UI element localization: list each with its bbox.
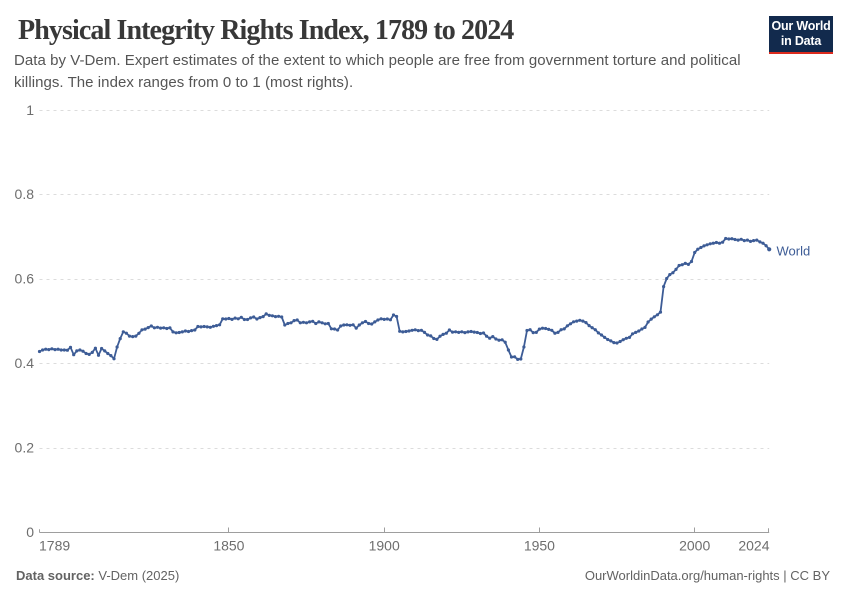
svg-text:2000: 2000 (679, 538, 710, 554)
svg-text:1950: 1950 (524, 538, 555, 554)
svg-text:0.4: 0.4 (15, 355, 35, 371)
svg-text:1850: 1850 (213, 538, 244, 554)
svg-text:2024: 2024 (738, 538, 769, 554)
svg-text:0.2: 0.2 (15, 439, 35, 455)
svg-text:0: 0 (26, 524, 34, 540)
svg-text:0.6: 0.6 (15, 271, 35, 287)
svg-text:0.8: 0.8 (15, 186, 35, 202)
svg-text:1900: 1900 (369, 538, 400, 554)
svg-text:World: World (777, 244, 811, 259)
svg-text:1: 1 (26, 102, 34, 118)
svg-text:1789: 1789 (39, 538, 70, 554)
